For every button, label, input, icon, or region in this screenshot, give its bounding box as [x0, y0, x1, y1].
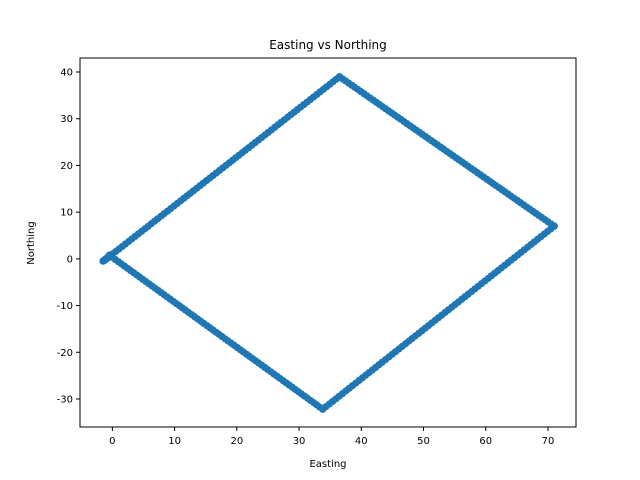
- y-tick-label: -10: [57, 301, 73, 312]
- data-point: [105, 251, 113, 259]
- x-tick-label: 70: [542, 436, 555, 447]
- y-axis-ticks: -30 -20 -10 0 10 20 30 40: [57, 68, 80, 405]
- x-tick-label: 60: [479, 436, 492, 447]
- x-axis-ticks: 0 10 20 30 40 50 60 70: [109, 427, 554, 447]
- x-tick-label: 30: [293, 436, 306, 447]
- x-tick-label: 20: [230, 436, 243, 447]
- y-tick-label: -20: [57, 348, 73, 359]
- y-tick-label: -30: [57, 394, 73, 405]
- y-tick-label: 30: [60, 114, 73, 125]
- chart-title: Easting vs Northing: [269, 38, 387, 52]
- x-tick-label: 50: [417, 436, 430, 447]
- y-axis-label: Northing: [26, 221, 37, 264]
- x-tick-label: 40: [355, 436, 368, 447]
- y-tick-label: 10: [60, 208, 73, 219]
- plot-frame: [79, 57, 577, 428]
- y-tick-label: 40: [60, 68, 73, 79]
- y-tick-label: 0: [67, 254, 73, 265]
- x-axis-label: Easting: [309, 459, 346, 470]
- y-tick-label: 20: [60, 161, 73, 172]
- x-tick-label: 10: [168, 436, 181, 447]
- scatter-points: [99, 73, 558, 413]
- x-tick-label: 0: [109, 436, 115, 447]
